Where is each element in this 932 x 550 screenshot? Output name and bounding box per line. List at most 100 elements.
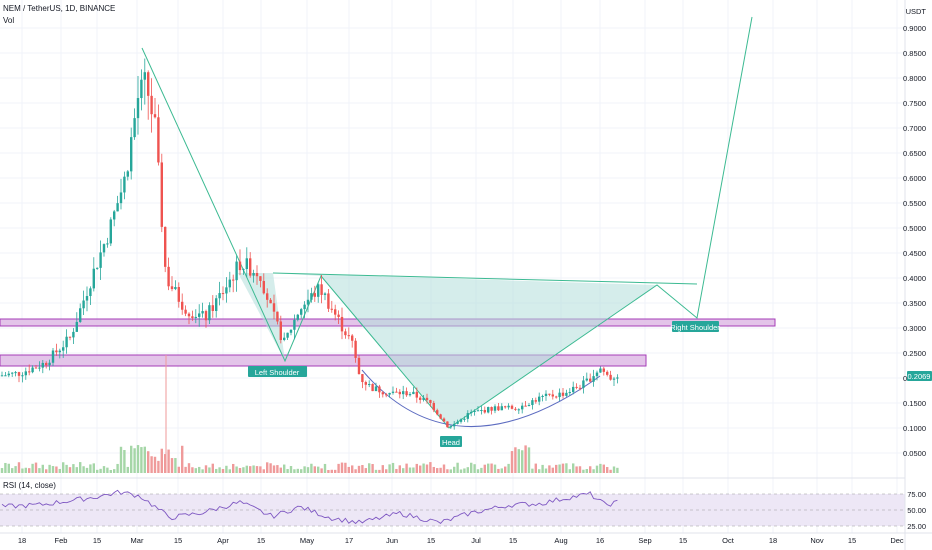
volume-bar xyxy=(41,464,44,473)
candle-body xyxy=(123,176,126,193)
candle-body xyxy=(41,362,44,368)
candle-body xyxy=(388,392,391,395)
time-tick: 15 xyxy=(257,536,265,545)
candle-body xyxy=(164,226,167,267)
volume-bar xyxy=(568,469,571,473)
volume-bar xyxy=(368,463,371,473)
time-tick: 15 xyxy=(174,536,182,545)
candle-body xyxy=(45,362,48,366)
right-shoulder-label-box[interactable] xyxy=(672,321,719,332)
price-axis[interactable]: 0.9000 0.8500 0.8000 0.7500 0.7000 0.6500 0.60… xyxy=(903,24,926,458)
volume-bar xyxy=(340,462,344,473)
candle-body xyxy=(4,375,7,377)
neckline[interactable] xyxy=(272,272,698,285)
volume-bar xyxy=(585,469,588,473)
volume-bar xyxy=(548,465,551,473)
candle-body xyxy=(541,395,544,397)
price-tick: 0.4000 xyxy=(903,274,926,283)
candle-body xyxy=(572,386,575,393)
candle-body xyxy=(354,340,357,358)
volume-bar xyxy=(466,467,469,473)
price-tick: 0.5500 xyxy=(903,199,926,208)
volume-bar xyxy=(102,466,106,473)
volume-bar xyxy=(174,458,177,473)
volume-bar xyxy=(500,468,503,473)
candle-body xyxy=(140,79,143,99)
candle-body xyxy=(425,397,429,400)
volume-bar xyxy=(119,446,123,473)
volume-bar xyxy=(140,447,143,473)
volume-bar xyxy=(357,465,361,473)
candle-body xyxy=(215,298,218,311)
candle-body xyxy=(497,406,500,411)
volume-bar xyxy=(327,469,330,473)
volume-bar xyxy=(68,467,72,473)
lower-resistance-zone[interactable] xyxy=(0,354,647,367)
candle-body xyxy=(510,405,514,409)
time-tick: Dec xyxy=(890,536,904,545)
candle-body xyxy=(616,377,619,379)
price-tick: 0.0500 xyxy=(903,449,926,458)
time-tick: 16 xyxy=(596,536,604,545)
volume-bar xyxy=(459,469,463,473)
volume-bar xyxy=(330,469,333,473)
candle-body xyxy=(340,316,344,332)
candle-body xyxy=(582,380,585,388)
candle-body xyxy=(143,72,146,80)
volume-bar xyxy=(181,445,184,473)
volume-bar xyxy=(170,458,174,473)
volume-bar xyxy=(184,466,187,473)
time-tick: May xyxy=(300,536,314,545)
volume-bar xyxy=(493,464,497,473)
symbol-title[interactable]: NEM / TetherUS, 1D, BINANCE xyxy=(3,4,116,13)
candle-body xyxy=(371,384,374,392)
candle-body xyxy=(113,211,116,220)
candle-body xyxy=(92,268,95,289)
volume-indicator-label[interactable]: Vol xyxy=(3,16,15,25)
volume-bar xyxy=(541,464,544,473)
candle-body xyxy=(24,371,27,376)
candle-body xyxy=(296,314,299,320)
volume-bar xyxy=(398,465,401,473)
volume-bar xyxy=(92,463,95,473)
time-tick: Sep xyxy=(638,536,651,545)
volume-bar xyxy=(96,469,99,473)
left-shoulder-label-box[interactable] xyxy=(248,366,307,377)
price-tick: 0.7000 xyxy=(903,124,926,133)
candle-body xyxy=(514,408,517,410)
candle-body xyxy=(524,405,527,407)
candle-body xyxy=(391,391,395,393)
volume-bar xyxy=(306,467,310,473)
candle-body xyxy=(150,95,153,115)
candle-body xyxy=(351,335,354,341)
candle-body xyxy=(293,319,296,330)
candle-body xyxy=(160,162,163,227)
volume-bar xyxy=(106,467,109,473)
rsi-tick: 50.00 xyxy=(907,506,926,515)
candle-body xyxy=(442,418,446,422)
time-axis[interactable]: 18 Feb 15 Mar 15 Apr 15 May 17 Jun 15 Jul 15 Aug 16 Sep… xyxy=(18,536,904,545)
pattern-lines[interactable] xyxy=(141,16,753,429)
candle-body xyxy=(357,357,361,375)
volume-bar xyxy=(303,466,306,473)
candle-body xyxy=(493,406,497,411)
candle-body xyxy=(276,311,279,322)
volume-bar xyxy=(470,462,473,473)
volume-bar xyxy=(249,466,252,473)
volume-bar xyxy=(517,449,520,473)
volume-bar xyxy=(7,463,10,473)
rsi-line[interactable] xyxy=(1,489,618,525)
candle-body xyxy=(429,399,432,403)
candle-body xyxy=(504,406,507,408)
candle-body xyxy=(344,331,347,336)
candle-body xyxy=(490,407,493,411)
candle-body xyxy=(58,350,61,353)
volume-bar xyxy=(160,448,163,473)
time-tick: 15 xyxy=(848,536,856,545)
volume-bar xyxy=(497,468,500,473)
volume-bar xyxy=(415,463,418,473)
head-label-box[interactable] xyxy=(440,436,462,447)
candle-body xyxy=(310,293,313,300)
rsi-indicator-label[interactable]: RSI (14, close) xyxy=(3,481,56,490)
